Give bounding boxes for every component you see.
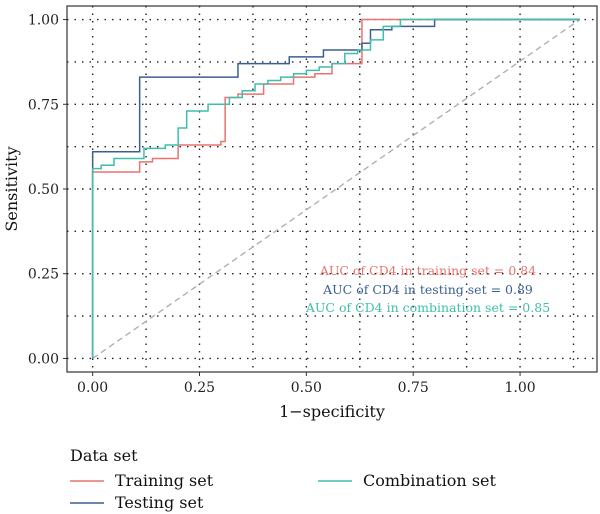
- x-axis-ticks: 0.00 0.25 0.50 0.75 1.00: [77, 372, 536, 396]
- auc-annotations: AUC of CD4 in training set = 0.84 AUC of …: [305, 263, 550, 315]
- x-tick-label: 0.25: [184, 380, 215, 396]
- legend-label-training-set: Training set: [115, 471, 214, 490]
- x-axis-title: 1−specificity: [279, 402, 385, 421]
- legend: Data set Training set Testing set Combinat…: [70, 446, 497, 512]
- reference-diagonal-line: [92, 18, 581, 360]
- x-tick-label: 1.00: [504, 380, 535, 396]
- x-tick-label: 0.00: [77, 380, 108, 396]
- x-tick-label: 0.75: [398, 380, 429, 396]
- y-tick-label: 1.00: [28, 13, 59, 29]
- y-axis-title: Sensitivity: [2, 146, 21, 231]
- reference-line-group: [92, 18, 581, 360]
- y-axis-ticks: 0.00 0.25 0.50 0.75 1.00: [28, 13, 67, 367]
- grid: [67, 6, 597, 372]
- series-group: [91, 18, 580, 359]
- legend-label-testing-set: Testing set: [115, 493, 204, 512]
- auc-annotation: AUC of CD4 in testing set = 0.89: [322, 282, 533, 297]
- x-tick-label: 0.50: [291, 380, 322, 396]
- y-tick-label: 0.00: [28, 351, 59, 367]
- y-tick-label: 0.50: [28, 182, 59, 198]
- legend-label-combination-set: Combination set: [363, 471, 497, 490]
- auc-annotation: AUC of CD4 in combination set = 0.85: [305, 300, 550, 315]
- legend-title: Data set: [70, 446, 138, 465]
- y-tick-label: 0.25: [28, 267, 59, 283]
- series-line-combination-set: [91, 18, 580, 359]
- y-tick-label: 0.75: [28, 97, 59, 113]
- auc-annotation: AUC of CD4 in training set = 0.84: [319, 263, 536, 278]
